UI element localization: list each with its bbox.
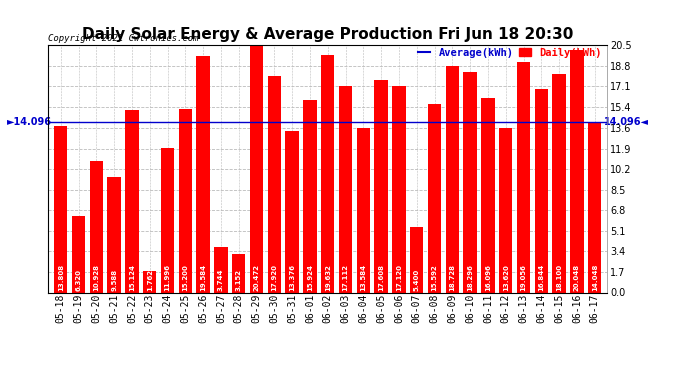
Bar [517, 62, 530, 292]
Bar [357, 129, 370, 292]
Text: 15.592: 15.592 [431, 264, 437, 291]
Text: 10.928: 10.928 [93, 264, 99, 291]
Text: 13.808: 13.808 [58, 264, 63, 291]
Bar [393, 86, 406, 292]
Text: 17.112: 17.112 [342, 264, 348, 291]
Bar [286, 131, 299, 292]
Bar [161, 148, 175, 292]
Bar [428, 104, 441, 292]
Bar [268, 76, 281, 292]
Text: 15.124: 15.124 [129, 264, 135, 291]
Bar [570, 51, 584, 292]
Bar [499, 128, 513, 292]
Text: 19.584: 19.584 [200, 264, 206, 291]
Text: 17.608: 17.608 [378, 264, 384, 291]
Bar [179, 109, 192, 292]
Bar [553, 74, 566, 292]
Bar [481, 98, 495, 292]
Text: 20.472: 20.472 [253, 264, 259, 291]
Text: 16.096: 16.096 [485, 264, 491, 291]
Bar [304, 100, 317, 292]
Bar [232, 255, 246, 292]
Text: 9.588: 9.588 [111, 269, 117, 291]
Text: 5.400: 5.400 [414, 269, 420, 291]
Text: ►14.096: ►14.096 [7, 117, 52, 128]
Text: 13.620: 13.620 [503, 264, 509, 291]
Text: 17.920: 17.920 [271, 264, 277, 291]
Bar [90, 160, 103, 292]
Bar [375, 80, 388, 292]
Bar [588, 123, 602, 292]
Text: 19.632: 19.632 [325, 264, 331, 291]
Text: 14.048: 14.048 [592, 264, 598, 291]
Bar [215, 247, 228, 292]
Text: 3.744: 3.744 [218, 269, 224, 291]
Text: 16.844: 16.844 [538, 264, 544, 291]
Text: 20.048: 20.048 [574, 264, 580, 291]
Bar [446, 66, 459, 292]
Bar [464, 72, 477, 292]
Bar [339, 86, 352, 292]
Text: 13.584: 13.584 [360, 264, 366, 291]
Bar [126, 110, 139, 292]
Text: 19.056: 19.056 [520, 264, 526, 291]
Bar [54, 126, 68, 292]
Bar [197, 56, 210, 292]
Text: 18.728: 18.728 [449, 264, 455, 291]
Bar [321, 56, 335, 292]
Text: 18.100: 18.100 [556, 264, 562, 291]
Title: Daily Solar Energy & Average Production Fri Jun 18 20:30: Daily Solar Energy & Average Production … [82, 27, 573, 42]
Text: Copyright 2021 Cwtronics.com: Copyright 2021 Cwtronics.com [48, 33, 199, 42]
Bar [72, 216, 86, 292]
Bar [410, 227, 424, 292]
Text: 1.762: 1.762 [147, 269, 152, 291]
Text: 13.376: 13.376 [289, 264, 295, 291]
Bar [535, 89, 548, 292]
Legend: Average(kWh), Daily(kWh): Average(kWh), Daily(kWh) [417, 48, 602, 58]
Bar [143, 271, 157, 292]
Text: 15.200: 15.200 [182, 264, 188, 291]
Text: 17.120: 17.120 [396, 264, 402, 291]
Text: 18.296: 18.296 [467, 264, 473, 291]
Text: 15.924: 15.924 [307, 264, 313, 291]
Text: 14.096◄: 14.096◄ [604, 117, 649, 128]
Text: 11.996: 11.996 [164, 264, 170, 291]
Bar [250, 45, 263, 292]
Text: 3.152: 3.152 [236, 269, 241, 291]
Text: 6.320: 6.320 [76, 269, 81, 291]
Bar [108, 177, 121, 292]
